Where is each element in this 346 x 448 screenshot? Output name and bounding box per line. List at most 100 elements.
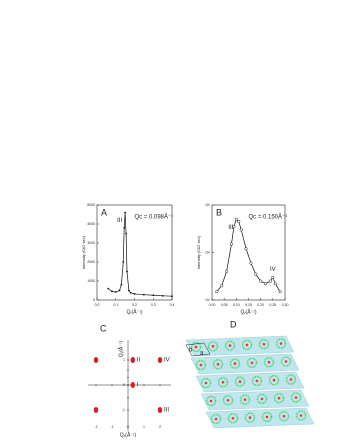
molecule-core [233,362,237,365]
data-point [133,293,136,295]
molecule-core [211,345,215,348]
x-tick-label: -2 [94,425,97,429]
molecule-core [255,379,259,383]
molecule [275,338,287,349]
data-point [171,295,173,298]
x-tick-label: 0.3 [151,303,156,307]
y-tick-label: 3000 [87,241,95,245]
molecule-core [221,381,225,384]
molecule [229,358,241,369]
annotation: Qc = 0.098Å⁻¹ [135,214,174,221]
molecule [295,410,307,421]
y-axis-label: Intensity (Ct/2 sec) [196,235,201,269]
vector-label: a [200,351,204,357]
spot-label: I [137,383,139,389]
y-tick-label: 2000 [87,260,95,264]
data-point [232,225,236,229]
spot [157,357,163,363]
molecule [261,411,273,423]
peak-label: III [117,218,122,224]
molecule-core [214,417,218,421]
molecule [207,341,219,352]
data-point [259,279,263,283]
molecule [195,359,207,371]
data-point [129,291,132,294]
spot-label: II [137,358,141,364]
y-tick-label: 0 [123,383,125,387]
molecule-core [260,397,264,401]
panel-label: C [100,323,107,333]
molecule-core [226,399,230,402]
x-tick-label: 0.20 [257,303,264,307]
molecule-core [265,415,269,419]
molecule [234,376,246,387]
y-tick-label: 10¹ [205,298,211,302]
x-tick-label: 0.05 [221,303,228,307]
molecule [256,393,268,405]
molecule-core [279,342,283,345]
molecule [251,375,263,387]
data-point [234,217,238,221]
y-tick-label: 0 [93,298,95,302]
data-point [120,283,123,286]
molecule [290,392,302,403]
x-axis-label: Qₓ(Å⁻¹) [120,431,137,438]
molecule-core [284,360,288,363]
data-point [107,287,110,290]
molecule [200,377,212,389]
data-point [239,228,243,232]
vector-label: b [189,348,193,354]
molecule [227,413,239,424]
data-point [161,294,164,297]
data-point [225,269,229,273]
x-tick-label: -1 [110,425,113,429]
data-point [220,284,224,288]
data-point [142,293,145,296]
data-point [127,289,130,292]
molecule [224,340,236,351]
data-point [237,219,241,224]
data-point [126,270,128,273]
molecule [212,359,224,370]
x-tick-label: 0.10 [233,303,240,307]
molecule [268,375,280,386]
spot [127,369,129,371]
y-tick-label: -1 [122,408,125,412]
data-point [271,275,275,279]
data-point [229,242,234,246]
molecule-core [267,360,271,364]
data-point [215,290,219,294]
unit-cell [185,342,211,357]
data-point [118,289,121,292]
molecule [222,395,234,406]
molecule-core [272,378,276,382]
molecule [263,357,275,368]
x-axis-label: Qᵣ(Å⁻¹) [126,308,142,315]
molecule-core [194,345,198,349]
molecule-core [289,378,293,381]
molecule [273,393,285,404]
y-tick-label: 10³ [205,203,211,207]
x-tick-label: 0.2 [132,303,137,307]
spot-label: III [164,408,169,414]
peak-label: IV [270,267,276,273]
molecule [239,394,251,405]
x-tick-label: 0.4 [170,303,175,307]
x-tick-label: 1 [143,425,145,429]
spot [127,376,129,379]
molecule-core [209,399,213,403]
molecule-core [231,417,235,420]
molecule-core [243,398,247,401]
x-tick-label: 0.1 [113,303,118,307]
spot [130,382,135,388]
y-tick-label: 1000 [87,279,95,283]
data-point [249,261,253,265]
spot [93,357,99,363]
data-point [278,290,282,294]
molecule [244,412,256,423]
molecule [190,341,202,353]
tile-row [205,407,315,429]
data-point [125,232,127,235]
molecule [210,413,222,425]
